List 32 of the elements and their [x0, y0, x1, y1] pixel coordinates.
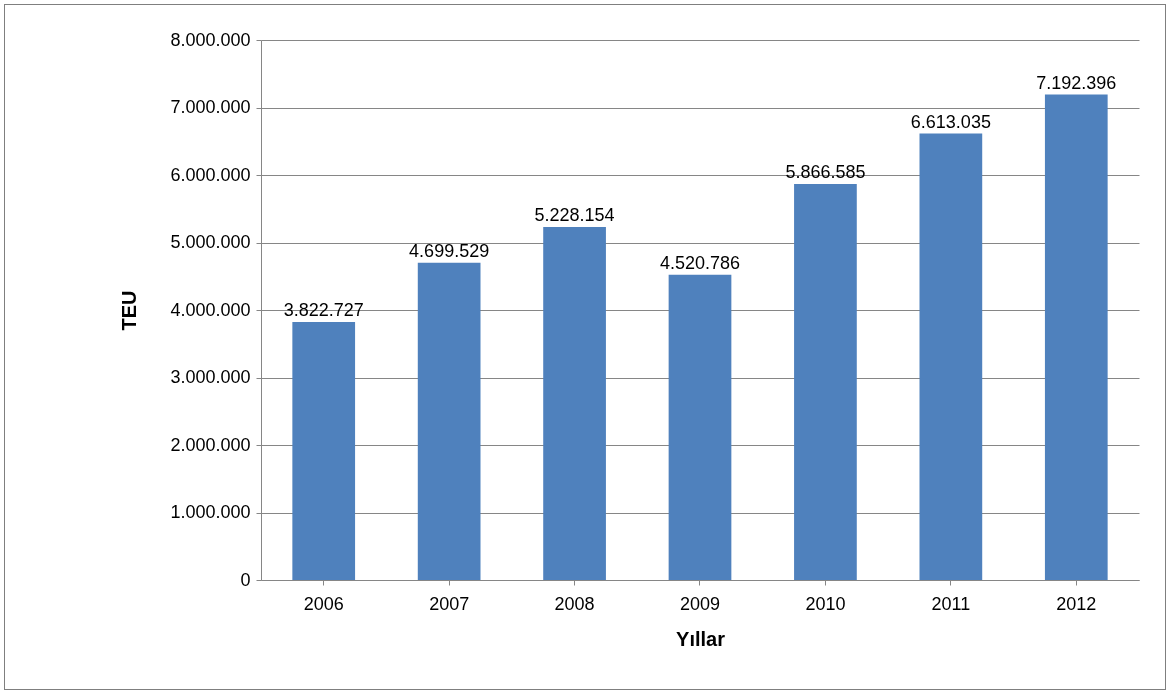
y-tick-label: 4.000.000: [170, 299, 251, 320]
y-tick-label: 7.000.000: [170, 97, 251, 117]
x-tick-label: 2009: [679, 593, 721, 614]
y-axis-title: TEU: [118, 290, 141, 331]
y-tick-label: 5.000.000: [170, 232, 251, 252]
x-tick-label: 2006: [303, 593, 344, 614]
data-label: 4.699.529: [409, 240, 490, 261]
data-label: 6.613.035: [910, 111, 991, 132]
x-tick-label: 2011: [931, 593, 971, 614]
x-tick-label: 2012: [1056, 593, 1097, 614]
x-tick-label: 2008: [554, 593, 595, 614]
y-tick-label: 3.000.000: [170, 367, 251, 387]
data-label: 3.822.727: [283, 299, 364, 320]
x-tick-label: 2007: [429, 593, 470, 614]
data-label: 5.866.585: [785, 162, 866, 183]
bar: [1044, 94, 1108, 580]
data-label: 5.228.154: [534, 205, 615, 226]
x-axis-title: Yıllar: [676, 627, 726, 650]
bar: [919, 133, 983, 580]
bar: [417, 262, 481, 580]
y-tick-label: 8.000.000: [170, 29, 251, 50]
bar: [292, 321, 356, 580]
data-label: 4.520.786: [659, 252, 741, 273]
bar: [668, 274, 732, 580]
bar: [794, 184, 857, 580]
data-label: 7.192.396: [1036, 72, 1117, 93]
y-tick-label: 2.000.000: [170, 434, 251, 455]
bar: [543, 227, 606, 580]
y-tick-label: 0: [240, 569, 251, 590]
y-tick-label: 1.000.000: [170, 502, 251, 522]
x-tick-label: 2010: [805, 593, 846, 614]
y-tick-label: 6.000.000: [170, 164, 251, 185]
